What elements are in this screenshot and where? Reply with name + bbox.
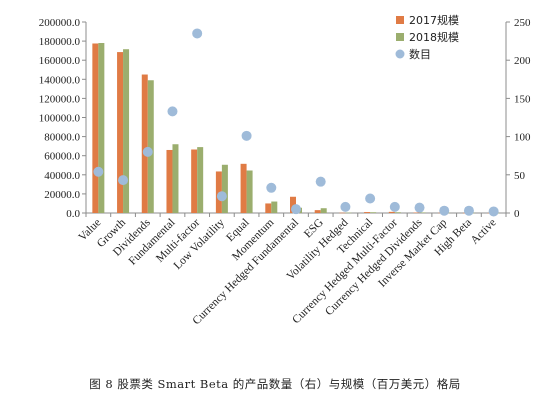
- bar-2018-currency-hedged-multi-factor: [394, 212, 401, 213]
- bar-2018-esg: [320, 208, 327, 213]
- count-point-high-beta: [463, 205, 474, 216]
- bar-2018-multi-factor: [197, 147, 204, 213]
- bar-2017-multi-factor: [191, 149, 198, 213]
- right-axis-tick-label: 100: [514, 132, 531, 144]
- bar-2018-momentum: [271, 201, 278, 213]
- count-point-multi-factor: [192, 28, 203, 39]
- left-axis-tick-label: 40000.0: [44, 170, 80, 182]
- right-axis-tick-label: 250: [514, 17, 531, 29]
- left-axis-tick-label: 0.0: [66, 208, 80, 220]
- bar-2018-volatility-hedged: [345, 212, 352, 214]
- left-axis-tick-label: 160000.0: [39, 55, 81, 67]
- bar-2017-momentum: [265, 203, 272, 213]
- right-axis-tick-label: 150: [514, 93, 531, 105]
- left-axis-tick-label: 60000.0: [44, 151, 80, 163]
- bar-2017-fundamental: [166, 149, 173, 213]
- count-point-active: [488, 206, 499, 217]
- count-point-volatility-hedged: [340, 201, 351, 212]
- count-point-growth: [118, 175, 129, 186]
- count-point-currency-hedged-dividends: [414, 202, 425, 213]
- bar-2017-growth: [117, 52, 124, 213]
- count-point-value: [93, 166, 104, 177]
- bar-2018-technical: [370, 212, 377, 213]
- bar-2017-technical: [364, 212, 371, 213]
- legend-label: 2018规模: [409, 30, 459, 44]
- left-axis-tick-label: 140000.0: [39, 74, 81, 86]
- chart-svg: 0.0 20000.0 40000.0 60000.0 80000.0 100000.0 1…: [39, 13, 531, 327]
- legend-swatch-2018: [396, 33, 404, 41]
- bar-2017-volatility-hedged: [339, 212, 346, 214]
- count-point-esg: [315, 176, 326, 187]
- bar-2018-fundamental: [172, 144, 179, 213]
- bar-2017-esg: [314, 210, 321, 213]
- count-point-low-volatility: [216, 191, 227, 202]
- legend-label: 数目: [409, 48, 431, 61]
- bar-2017-currency-hedged-dividends: [413, 212, 420, 214]
- figure-caption: 图 8 股票类 Smart Beta 的产品数量（右）与规模（百万美元）格局: [89, 377, 461, 391]
- right-axis-tick-label: 50: [514, 170, 526, 182]
- legend-label: 2017规模: [409, 13, 459, 27]
- count-point-fundamental: [167, 106, 178, 117]
- bar-2018-growth: [123, 49, 130, 213]
- category-label: Active: [469, 217, 499, 247]
- count-point-technical: [365, 193, 376, 204]
- legend-swatch-count: [395, 49, 405, 59]
- count-point-momentum: [266, 182, 277, 193]
- bar-2018-value: [98, 43, 105, 214]
- left-axis-tick-label: 200000.0: [39, 17, 81, 29]
- bar-2017-equal: [240, 163, 247, 213]
- right-axis-tick-label: 0: [514, 208, 520, 220]
- left-axis-tick-label: 20000.0: [44, 189, 80, 201]
- count-point-currency-hedged-fundamental: [291, 204, 301, 215]
- bar-2018-currency-hedged-dividends: [419, 212, 426, 213]
- bar-2018-low-volatility: [221, 164, 228, 213]
- count-point-dividends: [142, 146, 153, 157]
- count-point-currency-hedged-multi-factor: [389, 201, 400, 212]
- left-axis-tick-label: 180000.0: [39, 36, 81, 48]
- bar-2017-dividends: [141, 74, 148, 214]
- right-axis-tick-label: 200: [514, 55, 531, 67]
- left-axis-tick-label: 80000.0: [44, 132, 80, 144]
- left-axis-tick-label: 120000.0: [39, 93, 81, 105]
- bar-2018-equal: [246, 170, 253, 213]
- count-point-equal: [241, 130, 252, 141]
- bar-2017-currency-hedged-fundamental: [290, 196, 296, 213]
- legend-swatch-2017: [396, 16, 404, 24]
- left-axis-tick-label: 100000.0: [39, 113, 81, 125]
- bar-2017-value: [92, 43, 99, 213]
- bar-2017-currency-hedged-multi-factor: [388, 211, 395, 213]
- count-point-inverse-market-cap: [439, 205, 450, 216]
- bar-2018-dividends: [147, 80, 154, 213]
